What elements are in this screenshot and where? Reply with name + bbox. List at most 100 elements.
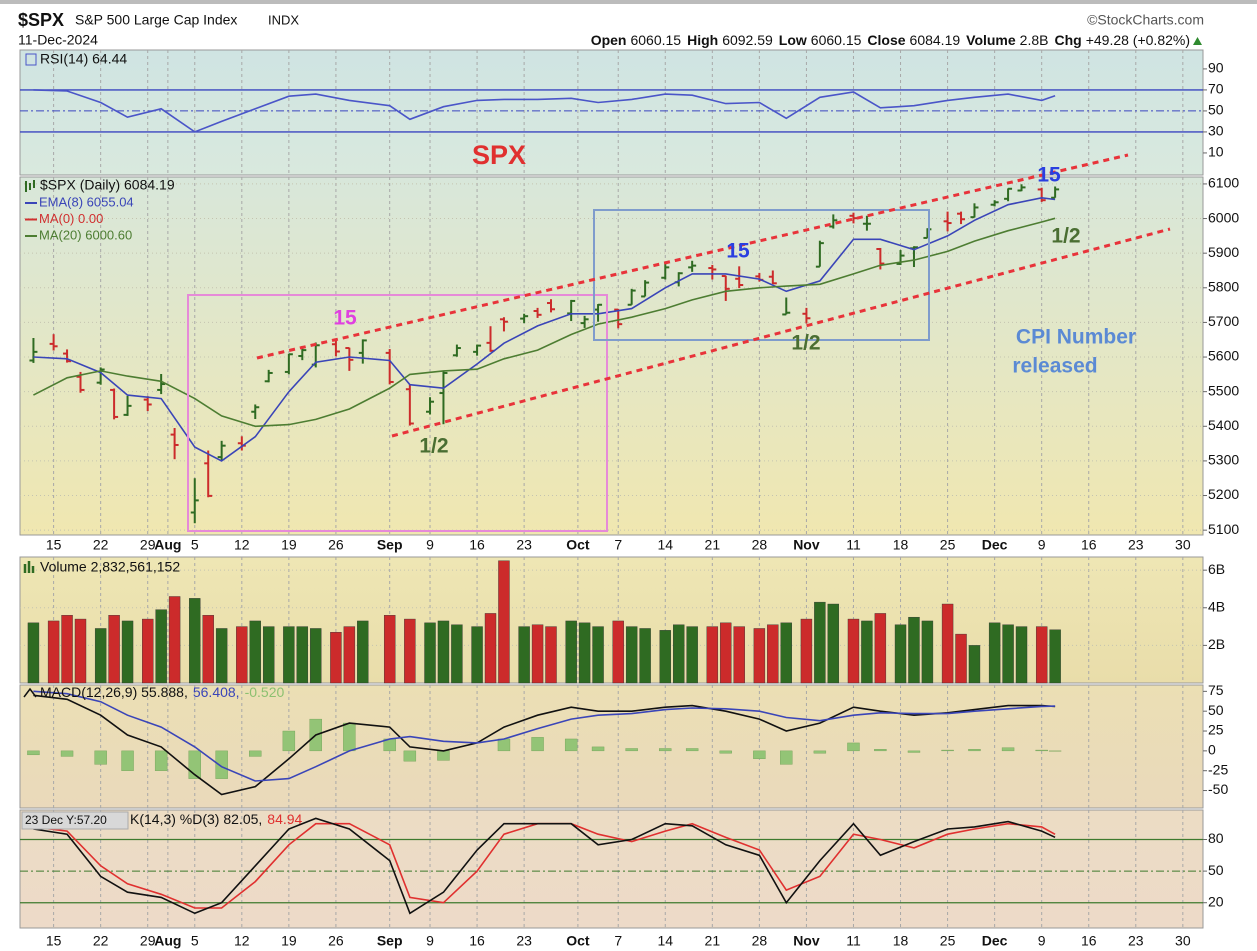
annotation: 1/2 <box>1051 225 1080 248</box>
x-tick-label: Dec <box>982 933 1008 949</box>
histogram-bar <box>497 738 511 752</box>
volume-bar <box>168 596 181 684</box>
volume-bar <box>451 624 463 684</box>
x-tick-label: 7 <box>614 537 622 553</box>
series-line <box>33 217 1056 428</box>
histogram-bar <box>437 750 450 761</box>
volume-bar <box>404 618 416 684</box>
x-tick-label: 30 <box>1175 933 1191 949</box>
tooltip-box <box>21 811 129 830</box>
annotation: 15 <box>1037 164 1061 187</box>
histogram-bar <box>753 750 766 759</box>
rsi-label: RSI(14) 64.44 <box>40 51 127 67</box>
y-tick-label: 5200 <box>1208 486 1239 502</box>
quote-value: +49.28 (+0.82%) <box>1086 32 1190 48</box>
annotation: 1/2 <box>791 332 820 355</box>
volume-bar <box>988 622 1001 684</box>
volume-bar <box>592 626 604 684</box>
y-tick-label: 80 <box>1208 830 1224 846</box>
quote-label: Chg <box>1054 32 1081 48</box>
volume-bar <box>155 609 167 684</box>
quote-value: 6084.19 <box>910 32 961 48</box>
quote-value: 6092.59 <box>722 32 773 48</box>
x-tick-label: 15 <box>46 537 62 553</box>
volume-bar <box>767 624 779 684</box>
y-tick-label: 90 <box>1208 60 1224 76</box>
x-tick-label: 16 <box>1081 537 1097 553</box>
symbol: $SPX <box>18 10 64 30</box>
histogram-bar <box>874 749 887 752</box>
legend-label: EMA(8) 6055.04 <box>39 194 134 209</box>
volume-bar <box>437 620 450 684</box>
x-tick-label: 5 <box>191 537 199 553</box>
histogram-bar <box>282 730 296 752</box>
exchange: INDX <box>268 12 299 27</box>
histogram-bar <box>27 750 40 756</box>
x-tick-label: Oct <box>566 537 590 553</box>
y-tick-label: -25 <box>1208 761 1228 777</box>
up-arrow <box>1193 37 1202 45</box>
y-tick-label: 5900 <box>1208 244 1239 260</box>
volume-bar <box>296 626 309 684</box>
x-tick-label: Nov <box>793 537 820 553</box>
x-tick-label: 18 <box>893 537 909 553</box>
y-tick-label: 70 <box>1208 81 1224 97</box>
marks <box>27 89 1062 915</box>
volume-bar <box>706 626 719 684</box>
histogram-bar <box>94 750 107 765</box>
stochastic-label: K(14,3) %D(3) 82.05, 84.94 <box>130 811 303 827</box>
volume-bar <box>814 601 826 684</box>
volume-bar <box>921 620 934 684</box>
volume-bar <box>753 628 766 684</box>
highlight-box <box>593 209 930 341</box>
volume-bar <box>531 624 544 684</box>
volume-bar <box>565 620 577 684</box>
annotation: 15 <box>726 240 750 263</box>
y-tick-label: 20 <box>1208 893 1224 909</box>
volume-bar <box>343 626 356 684</box>
histogram-bar <box>403 750 417 762</box>
x-tick-label: 30 <box>1175 537 1191 553</box>
legend-label: MA(0) 0.00 <box>39 211 103 226</box>
y-tick-label: 75 <box>1208 682 1224 698</box>
volume-bar <box>894 624 907 684</box>
tooltip: 23 Dec Y:57.20 <box>25 813 107 827</box>
volume-bar <box>1049 629 1061 684</box>
volume-label: Volume 2,832,561,152 <box>40 559 180 575</box>
histogram-bar <box>780 750 793 765</box>
volume-bar <box>74 618 87 684</box>
x-tick-label: 15 <box>46 933 62 949</box>
volume-bar <box>142 618 154 684</box>
volume-bar <box>310 628 322 684</box>
histogram-bar <box>968 749 981 752</box>
macd-label-part: MACD(12,26,9) 55.888, <box>40 684 188 700</box>
histogram-bar <box>659 748 672 752</box>
volume-bar <box>686 626 698 684</box>
x-tick-label: 21 <box>705 933 721 949</box>
volume-bar <box>673 624 685 684</box>
x-tick-label: Nov <box>793 933 820 949</box>
volume-bar <box>861 620 873 684</box>
volume-bar <box>202 615 214 684</box>
legend-label: MA(20) 6000.60 <box>39 227 132 242</box>
quote-value: 6060.15 <box>630 32 681 48</box>
y-tick-label: 5700 <box>1208 313 1239 329</box>
volume-bar <box>968 645 981 684</box>
rsi-panel <box>19 49 1204 176</box>
rsi-icon <box>25 53 37 66</box>
series-line <box>33 89 1056 133</box>
volume-bar <box>800 618 813 684</box>
histogram-bar <box>121 750 134 771</box>
quote-label: Volume <box>966 32 1016 48</box>
price-label: $SPX (Daily) 6084.19 <box>40 177 175 193</box>
volume-bar <box>518 626 530 684</box>
volume-bar <box>121 620 134 684</box>
brand: ©StockCharts.com <box>1087 12 1204 28</box>
x-tick-label: 19 <box>281 537 297 553</box>
volume-bar <box>61 615 73 684</box>
volume-bar <box>578 622 591 684</box>
y-tick-label: 10 <box>1208 144 1224 160</box>
quote: Open 6060.15 High 6092.59 Low 6060.15 Close 608… <box>591 32 1190 48</box>
volume-bar <box>874 613 887 684</box>
